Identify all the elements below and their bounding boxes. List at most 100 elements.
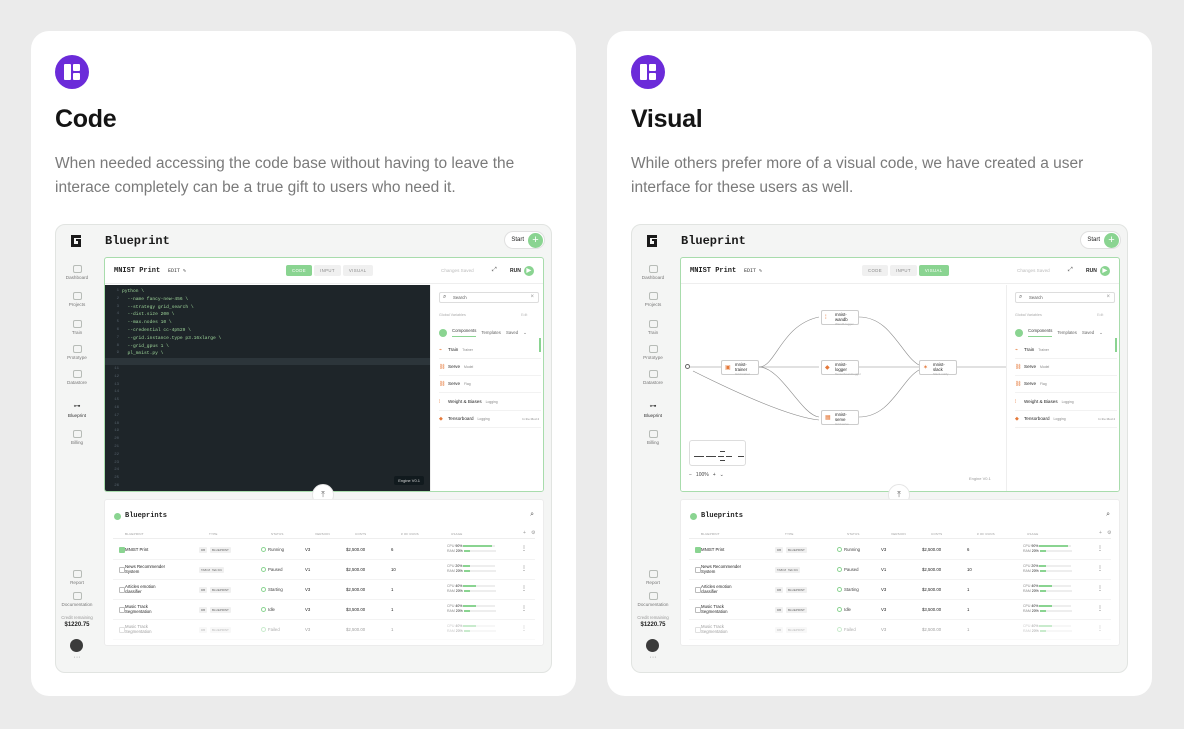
node-mnist-wandb[interactable]: ⁞ mnist-wandb Wandb.logger	[821, 310, 859, 326]
column-header[interactable]: VERSION	[891, 532, 906, 536]
scrollbar[interactable]	[539, 338, 541, 352]
gear-icon[interactable]: ⚙	[531, 530, 536, 536]
expand-icon[interactable]: ⤢	[1068, 267, 1073, 273]
avatar[interactable]	[646, 639, 659, 652]
global-variables-edit[interactable]: Edit	[521, 313, 528, 317]
expand-icon[interactable]: ⤢	[492, 267, 497, 273]
sidebar-item-prototype[interactable]: Prototype	[56, 345, 98, 360]
row-checkbox[interactable]	[119, 547, 125, 553]
row-checkbox[interactable]	[119, 607, 125, 613]
tab-visual[interactable]: VISUAL	[918, 265, 949, 276]
sidebar-item-blueprint[interactable]: ⊶ Blueprint	[56, 403, 98, 418]
row-menu-icon[interactable]: ⋮	[1097, 626, 1103, 632]
sidebar-item-train[interactable]: Train	[632, 320, 674, 335]
tab-templates[interactable]: Templates	[481, 330, 501, 335]
component-item[interactable]: ⁞ Weight & Biases Logging	[1015, 399, 1117, 411]
scrollbar[interactable]	[1115, 338, 1117, 352]
component-item[interactable]: ⛓ Serve Model	[1015, 364, 1117, 376]
row-checkbox[interactable]	[695, 567, 701, 573]
chevron-down-icon[interactable]: ⌄	[523, 329, 527, 335]
row-checkbox[interactable]	[695, 627, 701, 633]
row-menu-icon[interactable]: ⋮	[521, 566, 527, 572]
component-item[interactable]: ◆ Tensorboard Logging In the Mod 4	[1015, 416, 1117, 428]
table-row[interactable]: News Recommender System TAB MIN Tab Filt Pau…	[689, 560, 1111, 580]
row-checkbox[interactable]	[695, 547, 701, 553]
table-row[interactable]: Articles emotion classifier DB BLUEPRINT Sta…	[113, 580, 535, 600]
table-row[interactable]: News Recommender System TAB MIN Tab Filt Pau…	[113, 560, 535, 580]
sidebar-item-billing[interactable]: Billing	[56, 430, 98, 445]
more-icon[interactable]: ···	[73, 654, 81, 661]
run-button[interactable]: RUN ▶	[1086, 266, 1110, 276]
column-header[interactable]: USAGE	[1027, 532, 1039, 536]
component-item[interactable]: ⛓ Serve Flag	[1015, 381, 1117, 393]
search-input[interactable]: ⌕ Search ×	[439, 292, 539, 303]
add-column-icon[interactable]: +	[523, 530, 527, 536]
minimap[interactable]	[689, 440, 746, 466]
chevron-down-icon[interactable]: ⌄	[1099, 329, 1103, 335]
component-item[interactable]: ⌁ Train Trainer	[439, 347, 541, 359]
table-row[interactable]: Music Track Segmentation DB BLUEPRINT Idle V3…	[113, 600, 535, 620]
run-button[interactable]: RUN ▶	[510, 266, 534, 276]
column-header[interactable]: BLUEPRINT	[125, 532, 144, 536]
sidebar-item-datastore[interactable]: Datastore	[56, 370, 98, 385]
node-mnist-slack[interactable]: ✶ mnist-slack Slack.notify	[919, 360, 957, 376]
table-row[interactable]: Music Track Segmentation DB BLUEPRINT Failed…	[689, 620, 1111, 640]
sidebar-item-blueprint[interactable]: ⊶ Blueprint	[632, 403, 674, 418]
column-header[interactable]: COSTS	[355, 532, 367, 536]
component-item[interactable]: ◆ Tensorboard Logging In the Mod 4	[439, 416, 541, 428]
sidebar-item-report[interactable]: Report	[632, 570, 674, 585]
table-row[interactable]: Music Track Segmentation DB BLUEPRINT Failed…	[113, 620, 535, 640]
table-row[interactable]: Music Track Segmentation DB BLUEPRINT Idle V3…	[689, 600, 1111, 620]
node-mnist-serve[interactable]: ▦ mnist-serve Grid.serve	[821, 410, 859, 426]
visual-canvas[interactable]: ▣ mnist-trainer Grid.trainer ⁞ mnist-wandb Wa…	[681, 285, 1006, 491]
component-item[interactable]: ⁞ Weight & Biases Logging	[439, 399, 541, 411]
gear-icon[interactable]: ⚙	[1107, 530, 1112, 536]
row-checkbox[interactable]	[695, 587, 701, 593]
close-icon[interactable]: ×	[530, 294, 534, 300]
chevron-down-icon[interactable]: ⌄	[719, 472, 724, 478]
row-menu-icon[interactable]: ⋮	[1097, 606, 1103, 612]
row-checkbox[interactable]	[695, 607, 701, 613]
sidebar-item-datastore[interactable]: Datastore	[632, 370, 674, 385]
sidebar-item-dashboard[interactable]: Dashboard	[56, 265, 98, 280]
column-header[interactable]: TYPE	[209, 532, 218, 536]
start-button[interactable]: Start +	[1080, 231, 1121, 249]
tab-saved[interactable]: Saved	[505, 330, 519, 335]
sidebar-item-dashboard[interactable]: Dashboard	[632, 265, 674, 280]
sidebar-item-train[interactable]: Train	[56, 320, 98, 335]
tab-saved[interactable]: Saved	[1081, 330, 1095, 335]
tab-components[interactable]: Components	[452, 328, 477, 337]
tab-code[interactable]: CODE	[862, 265, 889, 276]
column-header[interactable]: STATUS	[847, 532, 860, 536]
code-editor[interactable]: 1234567891011121314151617181920212223242…	[105, 285, 430, 491]
row-menu-icon[interactable]: ⋮	[1097, 566, 1103, 572]
column-header[interactable]: VERSION	[315, 532, 330, 536]
tab-components[interactable]: Components	[1028, 328, 1053, 337]
table-row[interactable]: MNIST Print DB BLUEPRINT Running V3 $2,500.00…	[113, 540, 535, 560]
component-item[interactable]: ⌁ Train Trainer	[1015, 347, 1117, 359]
edit-button[interactable]: EDIT ✎	[744, 268, 763, 274]
row-checkbox[interactable]	[119, 627, 125, 633]
row-menu-icon[interactable]: ⋮	[521, 586, 527, 592]
column-header[interactable]: USAGE	[451, 532, 463, 536]
table-row[interactable]: Articles emotion classifier DB BLUEPRINT Sta…	[689, 580, 1111, 600]
close-icon[interactable]: ×	[1106, 294, 1110, 300]
sidebar-item-projects[interactable]: Projects	[632, 292, 674, 307]
column-header[interactable]: COSTS	[931, 532, 943, 536]
more-icon[interactable]: ···	[649, 654, 657, 661]
edit-button[interactable]: EDIT ✎	[168, 268, 187, 274]
zoom-out-button[interactable]: −	[689, 472, 692, 478]
sidebar-item-documentation[interactable]: Documentation	[56, 592, 98, 607]
tab-input[interactable]: INPUT	[314, 265, 341, 276]
table-row[interactable]: MNIST Print DB BLUEPRINT Running V3 $2,500.00…	[689, 540, 1111, 560]
row-menu-icon[interactable]: ⋮	[1097, 546, 1103, 552]
sidebar-item-projects[interactable]: Projects	[56, 292, 98, 307]
sidebar-item-prototype[interactable]: Prototype	[632, 345, 674, 360]
row-checkbox[interactable]	[119, 587, 125, 593]
tab-visual[interactable]: VISUAL	[342, 265, 373, 276]
sidebar-item-documentation[interactable]: Documentation	[632, 592, 674, 607]
tab-code[interactable]: CODE	[286, 265, 313, 276]
sidebar-item-report[interactable]: Report	[56, 570, 98, 585]
component-item[interactable]: ⛓ Serve Flag	[439, 381, 541, 393]
node-mnist-trainer[interactable]: ▣ mnist-trainer Grid.trainer	[721, 360, 759, 376]
